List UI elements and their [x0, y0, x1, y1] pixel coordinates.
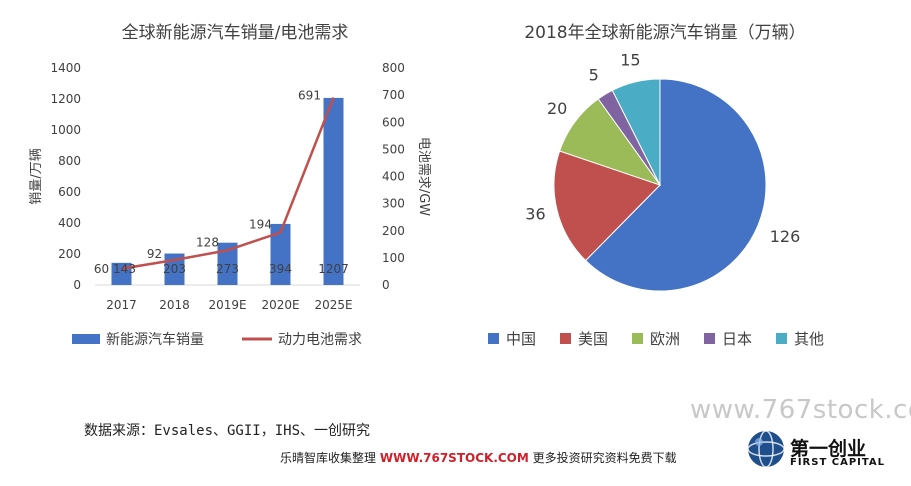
left-y-tick-label: 600 — [58, 185, 81, 199]
line-data-label: 691 — [298, 89, 321, 103]
brand-name-cn: 第一创业 — [790, 438, 867, 460]
bar-sales — [217, 242, 238, 285]
left-y-tick-label: 0 — [73, 278, 81, 292]
legend-swatch — [776, 333, 787, 344]
line-data-label: 128 — [196, 235, 219, 249]
bar-data-label: 203 — [163, 262, 186, 276]
legend-label: 欧洲 — [650, 330, 680, 348]
line-data-label: 60 — [94, 262, 109, 276]
bar-data-label: 273 — [216, 262, 239, 276]
legend-swatch — [488, 333, 499, 344]
bar-data-label: 394 — [269, 262, 292, 276]
pie-data-label: 126 — [770, 227, 801, 246]
legend-swatch — [560, 333, 571, 344]
legend-swatch — [704, 333, 715, 344]
legend-label: 中国 — [506, 330, 536, 348]
bar-sales — [270, 223, 291, 285]
right-y-tick-label: 0 — [382, 278, 390, 292]
left-y-tick-label: 1200 — [50, 92, 81, 106]
left-y-tick-label: 400 — [58, 216, 81, 230]
right-y-tick-label: 100 — [382, 251, 405, 265]
left-chart-title: 全球新能源汽车销量/电池需求 — [121, 23, 349, 43]
legend-label: 美国 — [578, 330, 608, 348]
pie-slice — [611, 78, 661, 186]
right-y-tick-label: 300 — [382, 197, 405, 211]
right-y-tick-label: 600 — [382, 115, 405, 129]
globe-logo-icon — [747, 430, 785, 468]
left-y-axis-title: 销量/万辆 — [29, 148, 44, 204]
right-y-axis-title: 电池需求/GW — [416, 137, 431, 216]
footer-site-link[interactable]: WWW.767STOCK.COM — [379, 451, 529, 465]
x-tick-label: 2019E — [208, 298, 246, 312]
legend-swatch — [632, 333, 643, 344]
right-y-tick-label: 800 — [382, 61, 405, 75]
pie-data-label: 36 — [525, 205, 545, 224]
line-data-label: 194 — [249, 217, 272, 231]
left-y-tick-label: 1000 — [50, 123, 81, 137]
footer-prefix: 乐晴智库收集整理 — [280, 451, 377, 465]
pie-chart: 126 36 20 5 15 中国 美国 欧洲 日本 其他 — [488, 50, 824, 348]
legend-line-label: 动力电池需求 — [278, 332, 362, 348]
line-battery-demand — [121, 97, 335, 270]
bar-sales — [323, 97, 344, 285]
x-tick-label: 2020E — [261, 298, 299, 312]
legend-bar-swatch — [72, 334, 100, 344]
footer-suffix: 更多投资研究资料免费下载 — [532, 451, 677, 465]
right-y-tick-label: 700 — [382, 88, 405, 102]
legend-label: 日本 — [722, 330, 752, 348]
combo-chart: 0 200 400 600 800 1000 1200 1400 0 100 200 300 400 50… — [29, 61, 431, 348]
x-tick-label: 2017 — [106, 298, 137, 312]
right-chart-title: 2018年全球新能源汽车销量（万辆） — [524, 23, 806, 43]
pie-slice — [584, 78, 767, 292]
bar-data-label: 143 — [113, 262, 136, 276]
left-y-tick-label: 200 — [58, 247, 81, 261]
pie-data-label: 15 — [620, 50, 640, 69]
footer-banner: 乐晴智库收集整理 WWW.767STOCK.COM 更多投资研究资料免费下载 — [280, 449, 677, 466]
legend-label: 其他 — [794, 330, 824, 348]
right-y-tick-label: 500 — [382, 142, 405, 156]
right-y-tick-label: 400 — [382, 170, 405, 184]
bar-data-label: 1207 — [318, 262, 349, 276]
line-data-label: 92 — [147, 247, 162, 261]
pie-slice — [553, 150, 661, 262]
right-y-tick-label: 200 — [382, 224, 405, 238]
pie-data-label: 20 — [547, 99, 567, 118]
legend-bar-label: 新能源汽车销量 — [106, 331, 204, 348]
watermark: www.767stock.com — [690, 395, 911, 425]
x-tick-label: 2018 — [159, 298, 190, 312]
left-y-tick-label: 1400 — [50, 61, 81, 75]
source-note: 数据来源：Evsales、GGII，IHS、一创研究 — [84, 423, 371, 439]
brand-name-en: FIRST CAPITAL — [790, 457, 886, 468]
x-tick-label: 2025E — [314, 298, 352, 312]
left-y-tick-label: 800 — [58, 154, 81, 168]
pie-data-label: 5 — [589, 65, 599, 84]
